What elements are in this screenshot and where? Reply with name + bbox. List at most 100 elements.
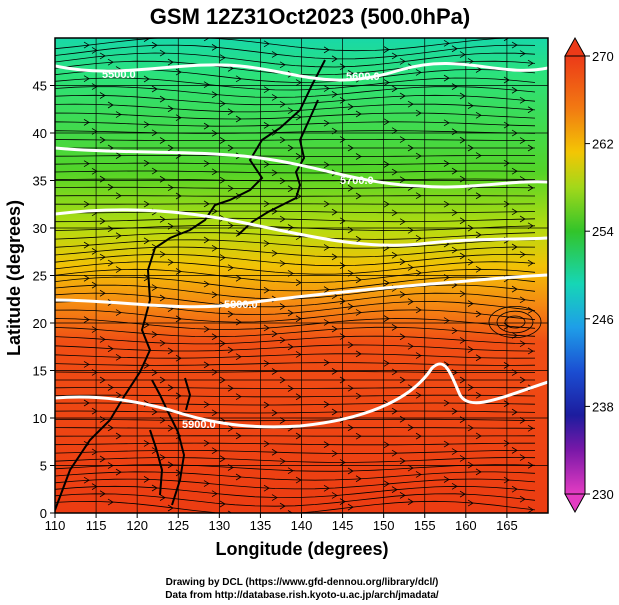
y-axis-label: Latitude (degrees) [4, 200, 24, 356]
wind-arrowhead [107, 259, 114, 267]
wind-arrowhead [235, 75, 242, 83]
wind-arrowhead [99, 175, 106, 183]
wind-arrowhead [263, 286, 270, 294]
streamline [55, 500, 536, 513]
wind-arrowhead [263, 122, 270, 129]
wind-arrowhead [167, 258, 174, 266]
wind-arrowhead [407, 298, 414, 305]
wind-arrowhead [227, 144, 234, 152]
wind-arrowhead [263, 324, 270, 332]
wind-arrowhead [287, 343, 294, 351]
wind-arrowhead [115, 353, 122, 361]
streamline [55, 276, 536, 292]
wind-arrowhead [151, 408, 158, 416]
wind-arrowhead [467, 102, 474, 110]
wind-arrowhead [443, 39, 450, 47]
streamline [55, 478, 536, 490]
wind-arrowhead [399, 176, 406, 184]
wind-arrowhead [347, 424, 354, 432]
colorbar-tick-label: 254 [592, 224, 614, 239]
wind-arrowhead [459, 455, 466, 462]
coastline [55, 59, 326, 511]
wind-arrowhead [503, 362, 510, 369]
wind-arrowhead [279, 177, 286, 185]
wind-arrowhead [407, 264, 414, 271]
wind-arrowhead [279, 303, 286, 310]
wind-arrowhead [459, 51, 466, 58]
wind-arrowhead [323, 484, 330, 492]
wind-arrowhead [219, 100, 226, 108]
wind-arrowhead [451, 128, 458, 136]
wind-arrowhead [467, 384, 474, 391]
wind-arrowhead [167, 347, 174, 355]
wind-arrowhead [175, 315, 182, 323]
wind-arrowhead [175, 354, 182, 362]
wind-arrowhead [211, 333, 218, 341]
wind-arrowhead [175, 268, 182, 275]
streamline [55, 246, 536, 258]
wind-arrowhead [331, 450, 338, 457]
wind-arrowhead [347, 384, 354, 392]
wind-arrowhead [83, 160, 90, 168]
wind-arrowhead [467, 300, 474, 307]
wind-arrowhead [271, 94, 278, 101]
wind-arrowhead [271, 409, 278, 417]
wind-arrowhead [467, 258, 474, 266]
x-tick-label: 140 [291, 518, 313, 533]
wind-arrowhead [475, 152, 482, 159]
wind-arrowhead [99, 217, 106, 225]
x-tick-label: 155 [414, 518, 436, 533]
wind-arrowhead [331, 368, 338, 375]
wind-arrowhead [287, 224, 294, 231]
wind-arrowhead [339, 498, 346, 505]
wind-arrowhead [107, 58, 114, 66]
wind-arrowhead [511, 167, 518, 175]
wind-arrowhead [391, 324, 398, 331]
wind-arrowhead [143, 440, 150, 447]
wind-arrowhead [235, 274, 242, 282]
streamline [55, 450, 535, 455]
wind-arrowhead [407, 342, 414, 350]
wind-arrowhead [467, 499, 474, 507]
wind-arrowhead [211, 91, 218, 98]
wind-arrowhead [503, 439, 510, 447]
wind-arrowhead [115, 232, 122, 240]
wind-arrowhead [503, 200, 510, 208]
wind-arrowhead [219, 455, 226, 463]
contour-labels: 5500.0 5600.0 5700.0 5800.0 5900.0 [102, 69, 380, 431]
wind-arrowhead [263, 161, 270, 168]
wind-arrowhead [115, 152, 122, 159]
wind-arrowhead [203, 200, 210, 208]
wind-arrowhead [83, 241, 90, 249]
x-axis-label: Longitude (degrees) [215, 539, 388, 559]
wind-arrowhead [235, 115, 242, 123]
streamline [55, 362, 536, 366]
wind-arrowhead [263, 440, 270, 448]
wind-arrowhead [511, 485, 518, 493]
wind-arrowhead [475, 391, 482, 399]
wind-arrowhead [323, 85, 330, 92]
wind-arrowhead [339, 96, 346, 104]
wind-arrowhead [331, 253, 338, 261]
wind-arrowhead [415, 471, 422, 478]
wind-arrowhead [323, 319, 330, 326]
wind-arrowhead [519, 417, 526, 424]
wind-arrowhead [519, 340, 526, 348]
wind-arrowhead [83, 41, 90, 49]
wind-arrowhead [331, 91, 338, 98]
streamline [55, 410, 536, 414]
streamline [55, 232, 536, 240]
wind-arrowhead [115, 309, 122, 316]
wind-arrowhead [407, 424, 414, 431]
wind-arrowhead [203, 236, 210, 244]
streamline [55, 38, 514, 52]
wind-arrowhead [263, 200, 270, 208]
wind-arrowhead [203, 122, 210, 130]
wind-arrowhead [391, 85, 398, 93]
wind-arrowhead [347, 467, 354, 475]
wind-arrowhead [83, 274, 90, 282]
wind-arrowhead [475, 231, 482, 239]
wind-arrowhead [83, 361, 90, 368]
wind-arrowhead [295, 393, 302, 401]
wind-arrowhead [339, 63, 346, 71]
